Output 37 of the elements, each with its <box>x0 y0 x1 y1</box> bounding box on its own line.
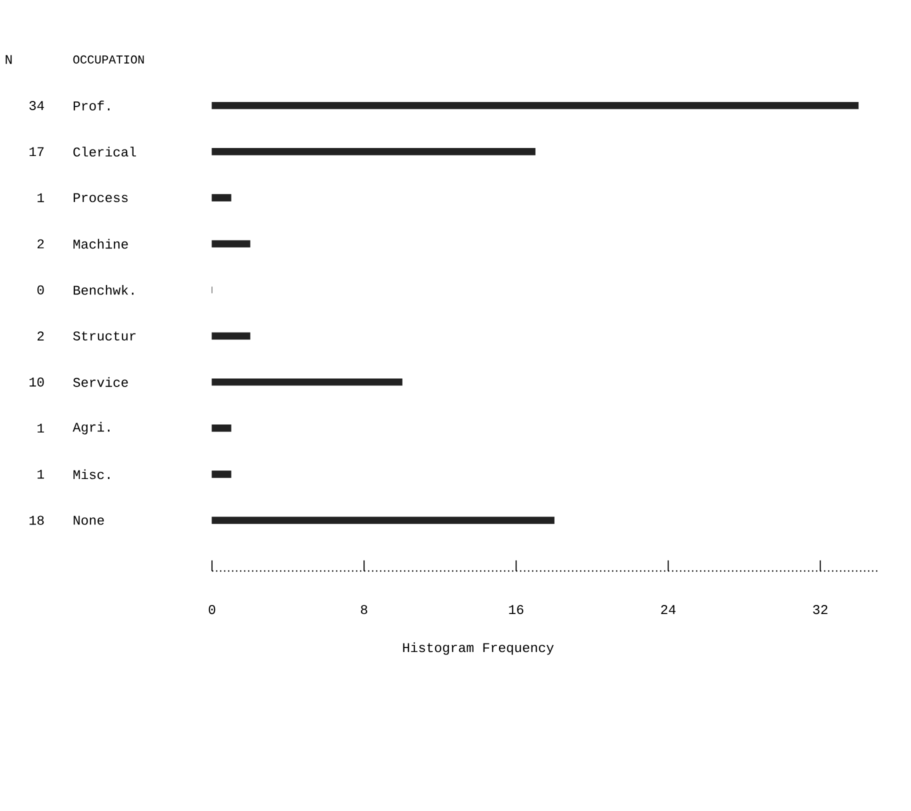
bar <box>212 240 250 248</box>
y-tick-label: Misc. <box>74 469 110 480</box>
data-label: 34 <box>29 101 44 110</box>
bar <box>212 424 232 432</box>
y-tick-label: Service <box>73 377 128 387</box>
y-tick-label: Clerical <box>73 146 136 157</box>
data-label: 1 <box>38 424 44 433</box>
bar <box>212 148 536 156</box>
bar <box>212 102 859 110</box>
x-axis-title: Histogram Frequency <box>403 642 554 655</box>
y-tick-label: Machine <box>74 238 128 249</box>
y-tick-label: None <box>74 516 104 525</box>
text: N <box>6 55 12 64</box>
bar <box>212 378 402 386</box>
data-label: 1 <box>38 470 44 479</box>
x-tick-label: 8 <box>360 605 368 614</box>
y-tick-label: Structur <box>73 331 136 340</box>
y-tick-label: Benchwk. <box>74 285 134 295</box>
x-tick-label: 0 <box>208 605 216 614</box>
y-tick-label: Prof. <box>74 100 110 110</box>
data-label: 18 <box>30 516 44 525</box>
bar <box>212 332 250 340</box>
bar <box>212 194 232 202</box>
y-tick-label: Agri. <box>72 422 110 434</box>
y-tick-label: Process <box>74 193 128 202</box>
x-tick-label: 24 <box>661 605 676 614</box>
data-label: 2 <box>38 239 44 248</box>
x-tick-label: 32 <box>813 605 828 614</box>
y-axis-title: OCCUPATION <box>73 55 144 64</box>
bar <box>212 470 232 478</box>
data-label: 10 <box>30 378 44 387</box>
data-label: 0 <box>37 285 44 294</box>
data-label: 2 <box>38 332 44 340</box>
bar <box>212 516 554 524</box>
data-label: 1 <box>38 193 44 202</box>
x-tick-label: 16 <box>509 605 524 614</box>
data-label: 17 <box>30 147 44 156</box>
